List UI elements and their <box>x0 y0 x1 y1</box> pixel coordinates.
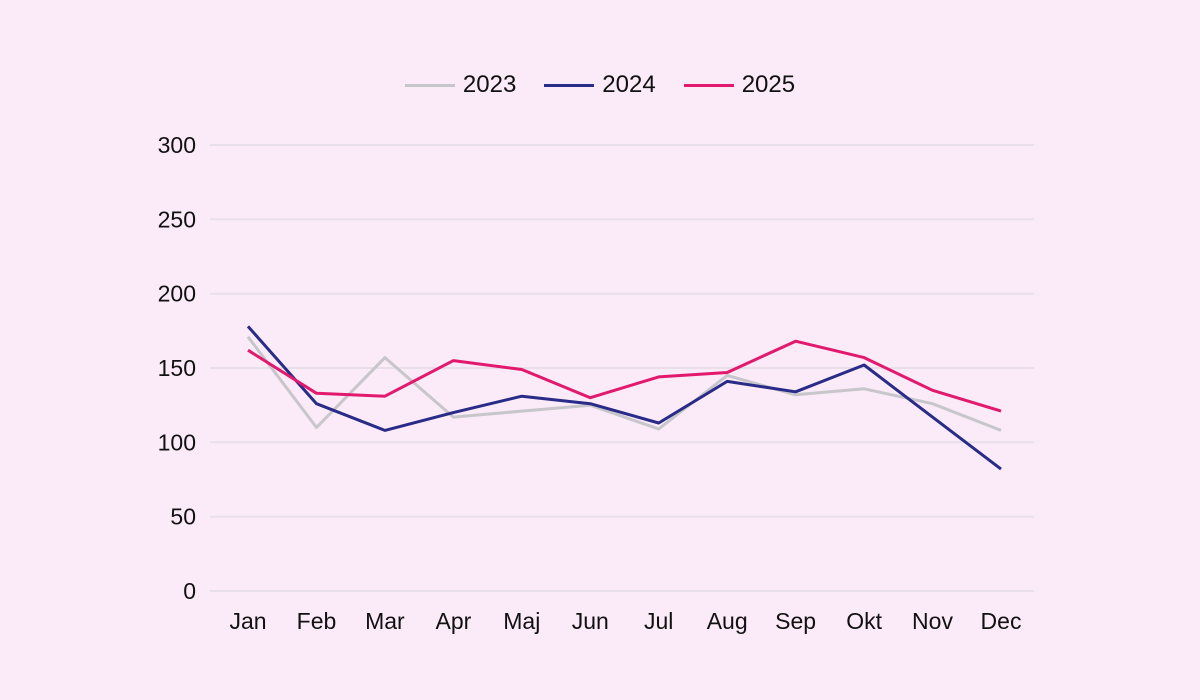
y-tick-label-300: 300 <box>158 132 196 158</box>
x-tick-label-jan: Jan <box>229 608 266 634</box>
y-tick-label-150: 150 <box>158 355 196 381</box>
x-tick-label-dec: Dec <box>981 608 1022 634</box>
legend-item-2023[interactable]: 2023 <box>404 71 517 99</box>
legend-label-2023: 2023 <box>462 71 517 98</box>
x-tick-label-okt: Okt <box>846 608 882 634</box>
legend-swatch-2024 <box>544 83 595 87</box>
legend-label-2025: 2025 <box>741 71 796 98</box>
y-tick-label-200: 200 <box>158 281 196 307</box>
legend-label-2024: 2024 <box>602 71 656 98</box>
series-line-2023 <box>246 335 1002 432</box>
legend-swatch-2023 <box>404 83 455 87</box>
x-tick-label-maj: Maj <box>503 608 540 634</box>
y-tick-label-50: 50 <box>170 504 196 530</box>
x-tick-label-jul: Jul <box>644 608 673 634</box>
x-tick-label-sep: Sep <box>775 608 816 634</box>
legend-swatch-2025 <box>683 83 734 87</box>
y-tick-label-0: 0 <box>183 578 196 604</box>
x-tick-label-feb: Feb <box>297 608 337 634</box>
series-line-2025 <box>247 339 1002 413</box>
gridlines <box>210 144 1034 592</box>
y-tick-label-100: 100 <box>158 429 196 455</box>
x-axis-labels: Jan Feb Mar Apr Maj Jun Jul Aug Sep Okt Nov Dec <box>229 608 1021 634</box>
x-tick-label-mar: Mar <box>365 608 405 634</box>
x-tick-label-nov: Nov <box>912 608 953 634</box>
x-tick-label-jun: Jun <box>572 608 609 634</box>
y-axis-labels: 0 50 100 150 200 250 300 <box>158 132 196 604</box>
y-tick-label-250: 250 <box>158 206 196 232</box>
legend-item-2025[interactable]: 2025 <box>683 71 796 99</box>
x-tick-label-aug: Aug <box>707 608 748 634</box>
series-line-2024 <box>246 325 1002 471</box>
x-tick-label-apr: Apr <box>436 608 472 634</box>
legend-item-2024[interactable]: 2024 <box>544 71 656 99</box>
chart-legend: 2023 2024 2025 <box>0 71 1200 99</box>
